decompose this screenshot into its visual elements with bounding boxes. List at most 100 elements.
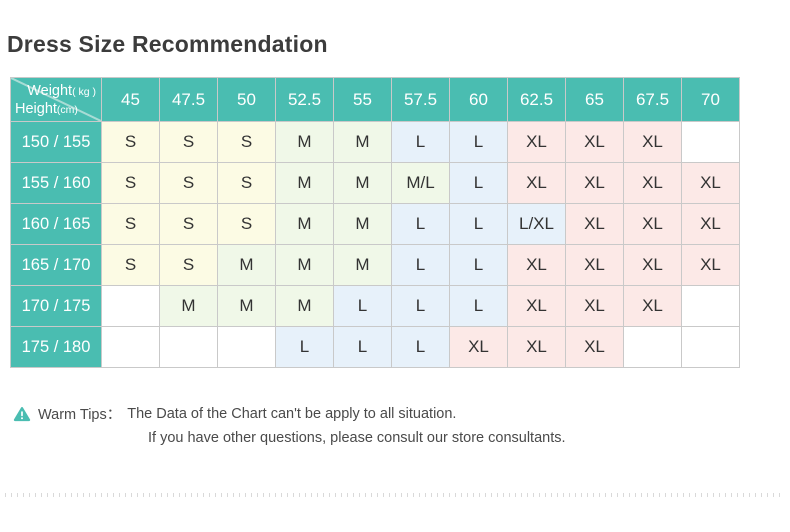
size-cell: M xyxy=(217,244,276,286)
warm-tips-line2: If you have other questions, please cons… xyxy=(148,430,566,446)
size-cell: L xyxy=(333,326,392,368)
size-cell: M xyxy=(217,285,276,327)
size-cell: M xyxy=(333,162,392,204)
warm-tips-label: Warm Tips： xyxy=(38,407,122,423)
size-cell: S xyxy=(101,121,160,163)
size-cell: L xyxy=(449,162,508,204)
size-cell: L xyxy=(333,285,392,327)
size-cell: M xyxy=(275,121,334,163)
dashed-separator xyxy=(5,493,785,497)
size-cell-empty xyxy=(101,285,160,327)
size-cell: M xyxy=(333,244,392,286)
weight-column-header: 67.5 xyxy=(623,77,682,122)
weight-column-header: 47.5 xyxy=(159,77,218,122)
weight-column-header: 70 xyxy=(681,77,740,122)
size-cell: L/XL xyxy=(507,203,566,245)
size-cell: L xyxy=(449,285,508,327)
size-cell: XL xyxy=(565,244,624,286)
size-cell: S xyxy=(159,162,218,204)
size-cell: M/L xyxy=(391,162,450,204)
height-row-header: 150 / 155 xyxy=(10,121,102,163)
table-row: 155 / 160 S S S M M M/L L XL XL XL XL xyxy=(10,162,740,204)
size-cell: XL xyxy=(507,162,566,204)
size-cell: XL xyxy=(681,203,740,245)
size-cell: XL xyxy=(565,121,624,163)
table-row: 165 / 170 S S M M M L L XL XL XL XL xyxy=(10,244,740,286)
size-cell: XL xyxy=(623,285,682,327)
size-cell: S xyxy=(101,244,160,286)
weight-column-header: 60 xyxy=(449,77,508,122)
size-cell: XL xyxy=(507,326,566,368)
size-cell: XL xyxy=(449,326,508,368)
corner-weight-label: Weight( kg ) xyxy=(27,83,96,99)
size-cell: L xyxy=(449,121,508,163)
weight-column-header: 52.5 xyxy=(275,77,334,122)
table-row: 175 / 180 L L L XL XL XL xyxy=(10,326,740,368)
size-cell: XL xyxy=(681,162,740,204)
size-chart-table: Weight( kg ) Height(cm) 45 47.5 50 52.5 55 57… xyxy=(10,77,740,368)
weight-column-header: 62.5 xyxy=(507,77,566,122)
size-cell-empty xyxy=(681,285,740,327)
warm-tips-line1: Warm Tips： The Data of the Chart can't b… xyxy=(13,403,456,424)
size-cell: S xyxy=(159,244,218,286)
size-cell: L xyxy=(391,326,450,368)
table-row: 150 / 155 S S S M M L L XL XL XL xyxy=(10,121,740,163)
table-row: 160 / 165 S S S M M L L L/XL XL XL XL xyxy=(10,203,740,245)
size-cell: XL xyxy=(623,244,682,286)
size-cell: M xyxy=(333,121,392,163)
size-cell: S xyxy=(217,162,276,204)
size-cell-empty xyxy=(217,326,276,368)
height-row-header: 170 / 175 xyxy=(10,285,102,327)
size-cell: L xyxy=(391,244,450,286)
size-cell: XL xyxy=(681,244,740,286)
size-cell: L xyxy=(391,121,450,163)
warning-triangle-icon xyxy=(13,406,31,421)
size-cell: S xyxy=(217,203,276,245)
table-row: 170 / 175 M M M L L L XL XL XL xyxy=(10,285,740,327)
warm-tips-text1: The Data of the Chart can't be apply to … xyxy=(127,405,457,422)
size-cell: L xyxy=(391,285,450,327)
size-cell: M xyxy=(275,244,334,286)
weight-column-header: 50 xyxy=(217,77,276,122)
size-cell: XL xyxy=(507,285,566,327)
weight-column-header: 65 xyxy=(565,77,624,122)
size-cell: XL xyxy=(565,203,624,245)
size-cell: M xyxy=(333,203,392,245)
weight-column-header: 55 xyxy=(333,77,392,122)
corner-cell: Weight( kg ) Height(cm) xyxy=(10,77,102,122)
height-row-header: 155 / 160 xyxy=(10,162,102,204)
size-cell: XL xyxy=(623,203,682,245)
size-cell: M xyxy=(275,162,334,204)
height-row-header: 175 / 180 xyxy=(10,326,102,368)
size-cell: S xyxy=(159,203,218,245)
size-cell: S xyxy=(217,121,276,163)
size-cell: L xyxy=(391,203,450,245)
size-cell-empty xyxy=(681,121,740,163)
size-cell: M xyxy=(275,285,334,327)
size-cell: XL xyxy=(507,121,566,163)
size-cell-empty xyxy=(159,326,218,368)
diagonal-divider xyxy=(11,78,101,121)
size-cell: S xyxy=(101,162,160,204)
size-cell-empty xyxy=(101,326,160,368)
size-cell: XL xyxy=(507,244,566,286)
size-cell: L xyxy=(275,326,334,368)
size-cell: M xyxy=(275,203,334,245)
size-cell: XL xyxy=(565,326,624,368)
size-cell: XL xyxy=(623,162,682,204)
height-row-header: 165 / 170 xyxy=(10,244,102,286)
size-cell: M xyxy=(159,285,218,327)
size-cell: XL xyxy=(565,285,624,327)
size-cell: S xyxy=(159,121,218,163)
size-cell: S xyxy=(101,203,160,245)
page-title: Dress Size Recommendation xyxy=(7,31,328,57)
size-cell: XL xyxy=(565,162,624,204)
size-cell-empty xyxy=(623,326,682,368)
size-cell-empty xyxy=(681,326,740,368)
table-header-row: Weight( kg ) Height(cm) 45 47.5 50 52.5 55 57… xyxy=(10,77,740,122)
size-cell: L xyxy=(449,244,508,286)
size-cell: XL xyxy=(623,121,682,163)
weight-column-header: 57.5 xyxy=(391,77,450,122)
weight-column-header: 45 xyxy=(101,77,160,122)
